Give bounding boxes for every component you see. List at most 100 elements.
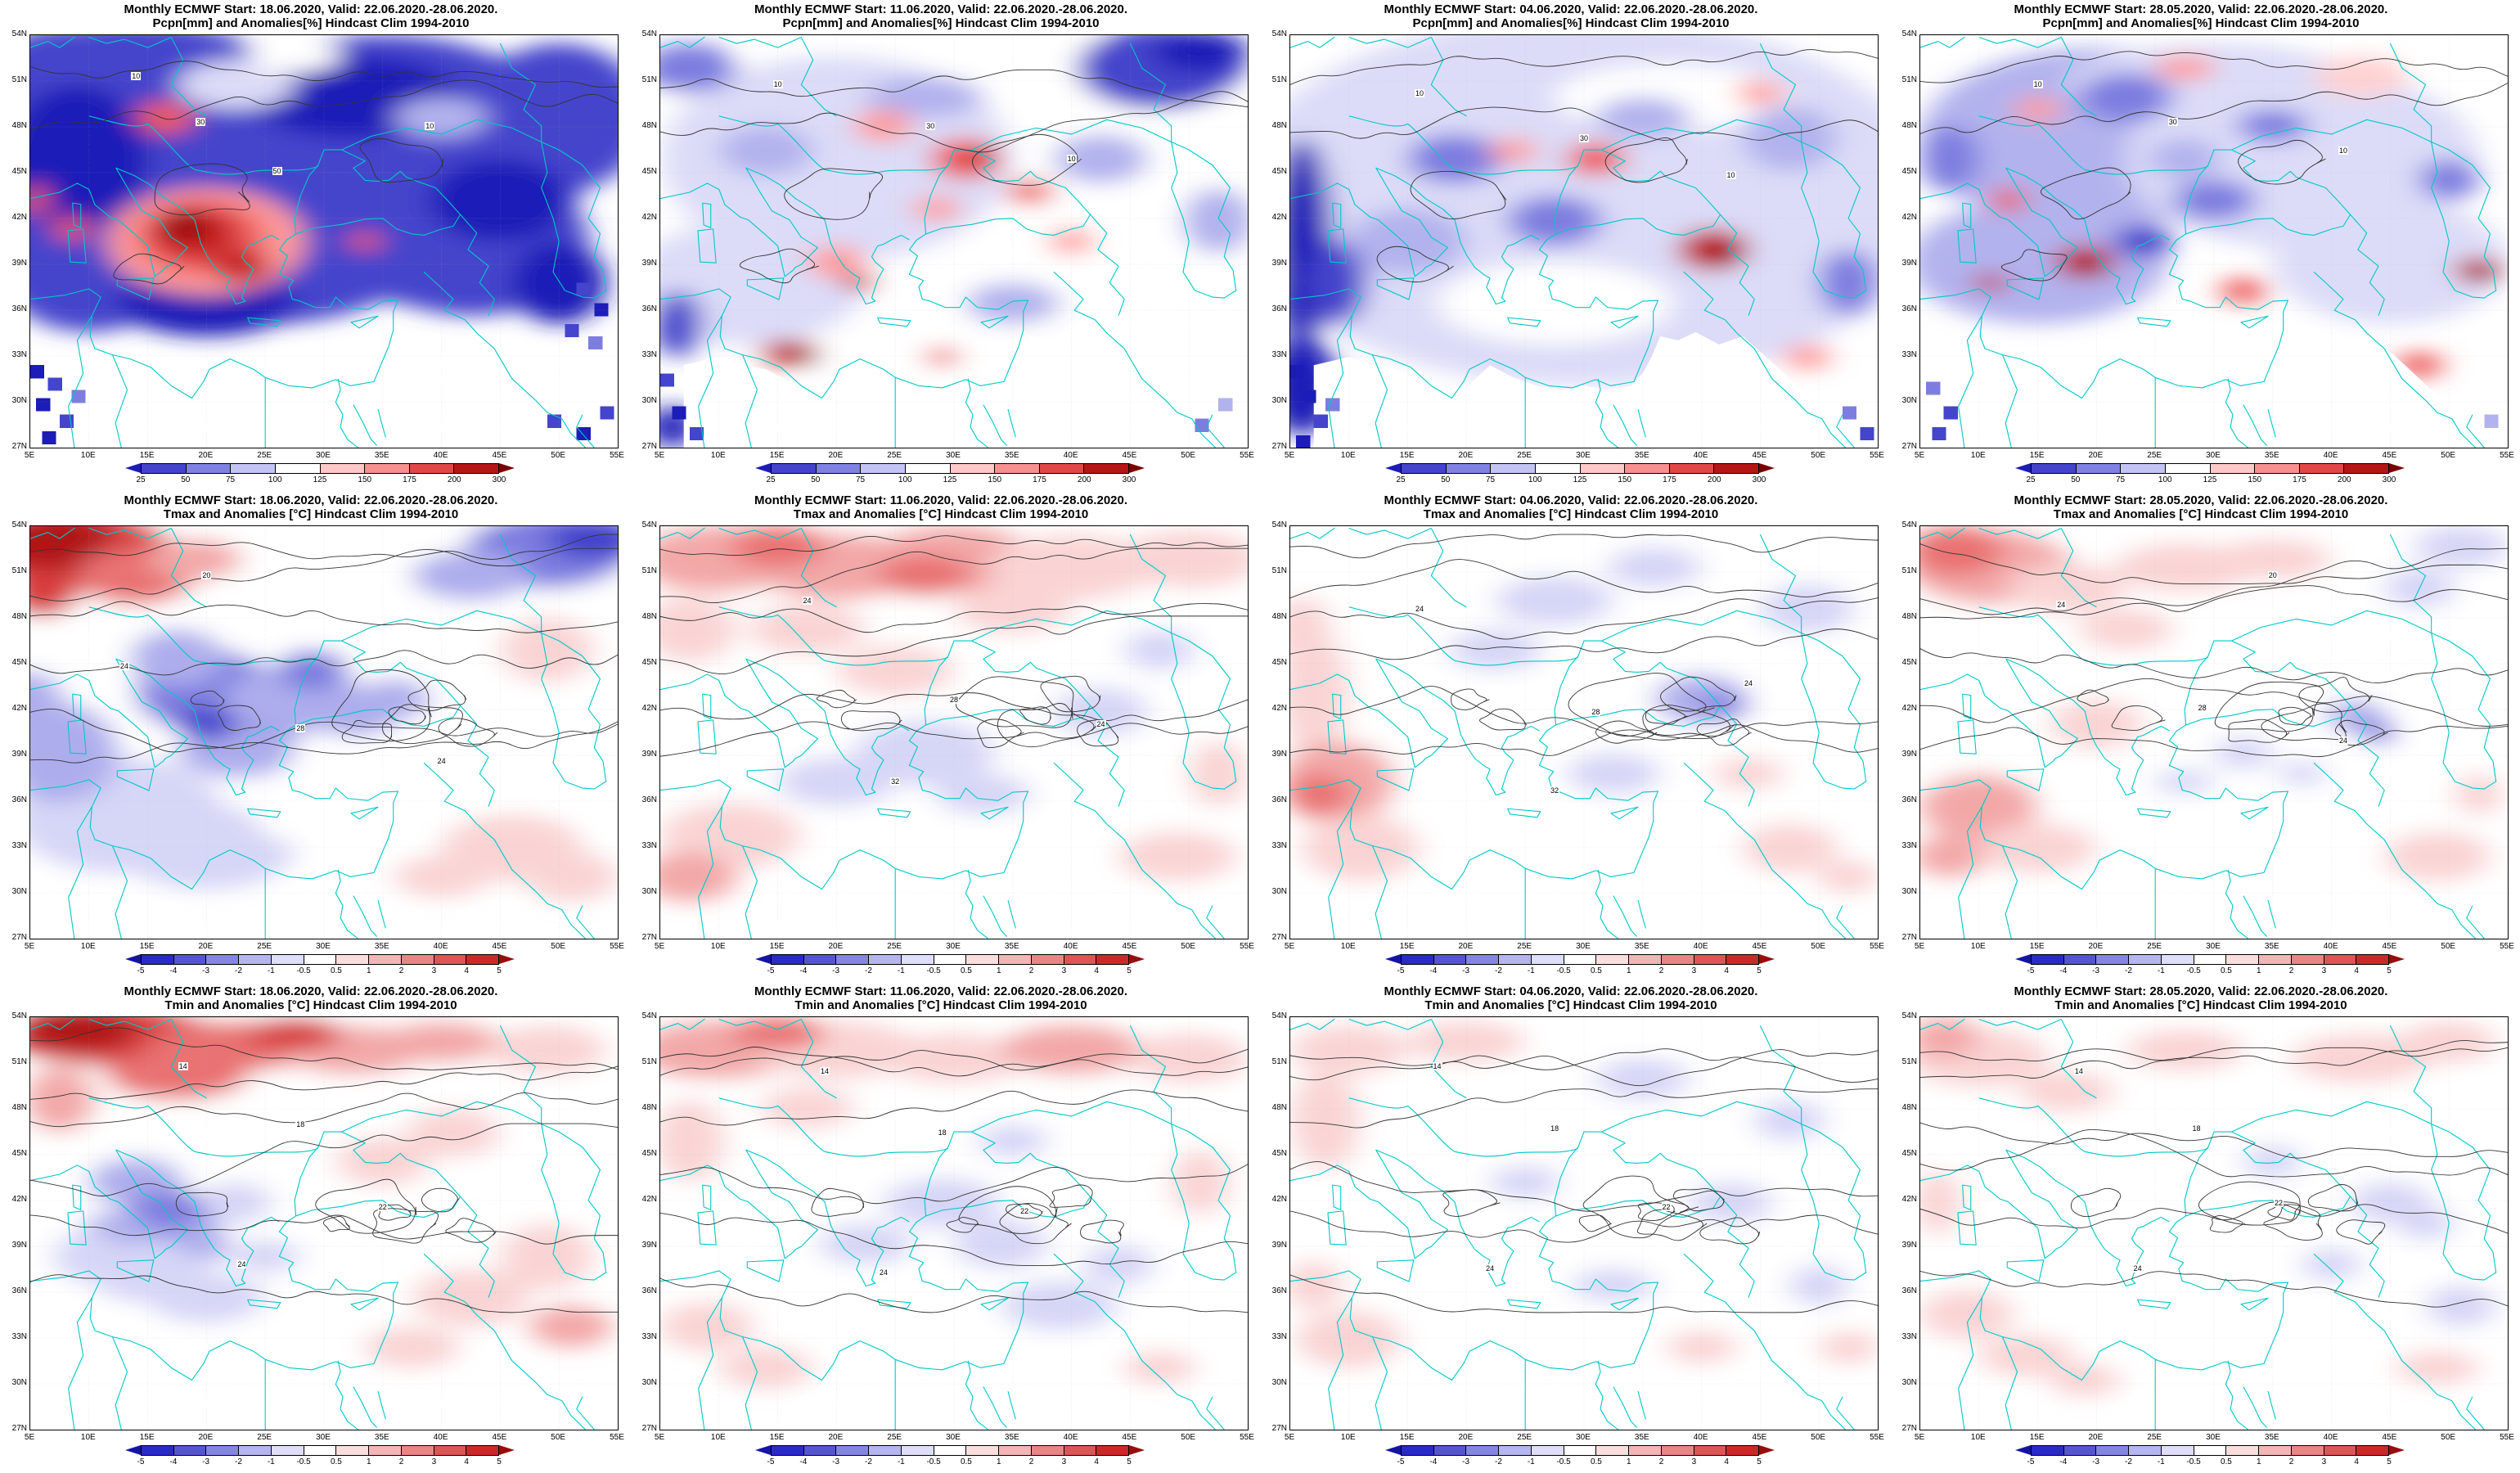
colorbar-label: 200: [447, 475, 461, 484]
colorbar-labels: 25 50 75 100 125 150 175 200 300: [2026, 475, 2396, 485]
colorbar-segment: [400, 955, 434, 964]
lat-label: 36N: [641, 304, 657, 313]
colorbar-label: 5: [497, 966, 502, 975]
colorbar-label: 0.5: [1590, 966, 1602, 975]
contour-value-label: 20: [201, 571, 212, 580]
colorbar-segment: [998, 955, 1031, 964]
lon-label: 25E: [2147, 451, 2162, 460]
colorbar-label: 300: [1122, 475, 1136, 484]
colorbar-label: 1: [996, 966, 1001, 975]
colorbar-label: 0.5: [330, 966, 342, 975]
lat-label: 33N: [1901, 1332, 1917, 1341]
lon-label: 30E: [946, 942, 961, 951]
lat-label: 33N: [11, 350, 27, 359]
lat-label: 51N: [11, 566, 27, 575]
lat-label: 48N: [641, 612, 657, 621]
lon-label: 55E: [610, 942, 624, 951]
lon-label: 5E: [654, 451, 665, 460]
lon-label: 45E: [2382, 1433, 2397, 1442]
colorbar-label: 300: [2382, 475, 2396, 484]
colorbar-segment: [1628, 1446, 1661, 1455]
colorbar-right-arrow-icon: [1129, 1445, 1145, 1455]
colorbar-segment: [868, 1446, 901, 1455]
colorbar-segment: [2343, 464, 2388, 473]
colorbar-segments: [2031, 1445, 2389, 1456]
contour-value-label: 30: [925, 121, 936, 130]
contour-value-label: 30: [196, 117, 206, 126]
colorbar-left-arrow-icon: [2015, 954, 2031, 964]
colorbar-label: -5: [767, 1457, 775, 1466]
panel-title-line1: Monthly ECMWF Start: 04.06.2020, Valid: …: [1384, 493, 1758, 507]
colorbar-segment: [274, 464, 320, 473]
lat-label: 42N: [11, 213, 27, 222]
lat-label: 48N: [1271, 1103, 1287, 1112]
colorbar-label: -2: [865, 1457, 872, 1466]
colorbar-label: -5: [2027, 1457, 2035, 1466]
contour-value-label: 24: [1744, 678, 1754, 687]
colorbar-left-arrow-icon: [755, 463, 771, 473]
colorbar-label: 25: [136, 475, 146, 484]
colorbar-label: 50: [811, 475, 821, 484]
colorbar-label: -4: [1429, 966, 1438, 975]
lon-label: 5E: [24, 942, 35, 951]
colorbar-label: 75: [225, 475, 236, 484]
lat-label: 54N: [641, 520, 657, 529]
colorbar-label: 75: [855, 475, 866, 484]
lat-label: 48N: [1901, 1103, 1917, 1112]
colorbar-segment: [815, 464, 861, 473]
lon-label: 25E: [1517, 1433, 1532, 1442]
colorbar-left-arrow-icon: [755, 954, 771, 964]
colorbar-label: 5: [2387, 1457, 2392, 1466]
colorbar-right-arrow-icon: [1759, 1445, 1775, 1455]
lat-label: 51N: [1901, 566, 1917, 575]
colorbar-label: 4: [1724, 1457, 1729, 1466]
lon-label: 10E: [1970, 942, 1986, 951]
colorbar-label: -5: [767, 966, 775, 975]
colorbar-segment: [1445, 464, 1491, 473]
contour-value-label: 50: [272, 167, 282, 176]
colorbar-segment: [2225, 1446, 2259, 1455]
anomaly-map: [1920, 526, 2508, 939]
colorbar-segment: [933, 1446, 966, 1455]
panel-title-line2: Pcpn[mm] and Anomalies[%] Hindcast Clim …: [2042, 16, 2360, 30]
colorbar-segment: [1726, 1446, 1759, 1455]
lon-label: 40E: [1693, 451, 1708, 460]
map-area: 10 30 10: [1289, 34, 1879, 448]
panel-title-line1: Monthly ECMWF Start: 28.05.2020, Valid: …: [2014, 2, 2388, 16]
lat-label: 36N: [1901, 795, 1917, 804]
lat-label: 42N: [1901, 213, 1917, 222]
colorbar-segment: [2298, 464, 2344, 473]
lat-label: 54N: [1901, 29, 1917, 38]
panel-title-line2: Tmax and Anomalies [°C] Hindcast Clim 19…: [163, 507, 459, 521]
map-area: 10 30 10: [1919, 34, 2509, 448]
colorbar-segment: [868, 955, 901, 964]
map-area: 10 30 50 10: [29, 34, 619, 448]
colorbar-segments: [771, 1445, 1129, 1456]
colorbar-left-arrow-icon: [1385, 463, 1401, 473]
colorbar-segment: [1063, 955, 1096, 964]
colorbar-segment: [2258, 955, 2291, 964]
colorbar-segment: [2160, 955, 2194, 964]
colorbar-label: 2: [1658, 1457, 1664, 1466]
lat-label: 36N: [641, 1286, 657, 1295]
contour-value-label: 24: [1485, 1264, 1496, 1273]
lat-label: 45N: [1271, 658, 1287, 667]
panel-title-line2: Tmin and Anomalies [°C] Hindcast Clim 19…: [1424, 998, 1717, 1012]
colorbar-label: 4: [1724, 966, 1729, 975]
lat-label: 42N: [641, 213, 657, 222]
lat-label: 36N: [11, 795, 27, 804]
map-area: 24 28 24 20: [1919, 525, 2509, 939]
lon-label: 5E: [1914, 1433, 1925, 1442]
lat-label: 54N: [1271, 29, 1287, 38]
lat-label: 30N: [1901, 887, 1917, 896]
colorbar-segment: [364, 464, 409, 473]
colorbar-label: 4: [464, 966, 469, 975]
lon-label: 15E: [2029, 942, 2045, 951]
lat-label: 45N: [1271, 1149, 1287, 1158]
lat-label: 33N: [641, 1332, 657, 1341]
colorbar-segment: [1433, 1446, 1466, 1455]
colorbar-segments: [771, 463, 1129, 474]
colorbar-label: 3: [2321, 1457, 2327, 1466]
lon-label: 55E: [1240, 451, 1254, 460]
colorbar-left-arrow-icon: [125, 1445, 141, 1455]
